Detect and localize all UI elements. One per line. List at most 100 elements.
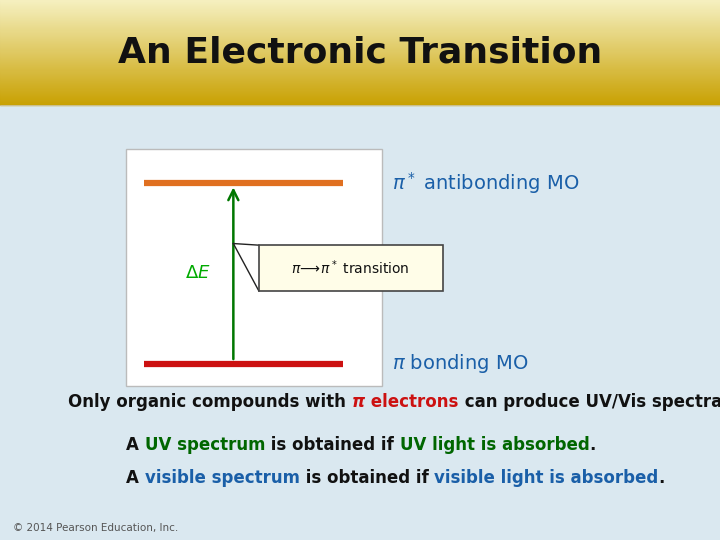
- Bar: [0, 18, 720, 20]
- Bar: [0, 16, 720, 18]
- Text: Only organic compounds with: Only organic compounds with: [68, 393, 352, 411]
- Bar: [0, 72, 720, 74]
- Bar: [0, 6, 720, 8]
- Bar: [0, 85, 720, 86]
- Bar: [0, 51, 720, 53]
- Bar: [0, 103, 720, 104]
- Bar: [0, 91, 720, 93]
- Bar: [0, 0, 720, 1]
- Bar: [0, 88, 720, 90]
- Bar: [126, 148, 382, 386]
- Bar: [0, 104, 720, 105]
- Bar: [0, 95, 720, 97]
- Bar: [0, 10, 720, 11]
- Bar: [0, 93, 720, 95]
- Bar: [0, 96, 720, 98]
- Bar: [0, 46, 720, 48]
- Bar: [0, 29, 720, 31]
- Bar: [0, 64, 720, 65]
- Bar: [0, 60, 720, 62]
- Bar: [0, 47, 720, 49]
- Bar: [0, 63, 720, 64]
- Bar: [0, 3, 720, 4]
- Bar: [0, 73, 720, 75]
- Text: electrons: electrons: [365, 393, 459, 411]
- Bar: [0, 13, 720, 15]
- Bar: [0, 53, 720, 55]
- Bar: [0, 5, 720, 6]
- Text: $\pi \!\longrightarrow\! \pi^*$ transition: $\pi \!\longrightarrow\! \pi^*$ transiti…: [292, 259, 410, 278]
- Bar: [0, 62, 720, 63]
- Bar: [0, 44, 720, 45]
- Bar: [0, 43, 720, 44]
- Bar: [0, 98, 720, 100]
- Bar: [0, 77, 720, 79]
- Text: UV light is absorbed: UV light is absorbed: [400, 436, 590, 455]
- Bar: [0, 12, 720, 14]
- Bar: [0, 9, 720, 11]
- Bar: [0, 105, 720, 540]
- Text: .: .: [658, 469, 665, 487]
- Bar: [0, 99, 720, 101]
- Bar: [0, 67, 720, 69]
- Bar: [0, 94, 720, 96]
- Bar: [0, 40, 720, 42]
- Bar: [0, 84, 720, 85]
- Bar: [0, 71, 720, 73]
- Bar: [0, 49, 720, 51]
- Bar: [0, 50, 720, 52]
- Text: visible light is absorbed: visible light is absorbed: [434, 469, 658, 487]
- Bar: [0, 82, 720, 83]
- Bar: [0, 4, 720, 5]
- Bar: [0, 14, 720, 16]
- Bar: [0, 7, 720, 9]
- Text: $\pi$ bonding MO: $\pi$ bonding MO: [392, 352, 528, 375]
- Bar: [0, 90, 720, 92]
- Bar: [0, 26, 720, 28]
- Bar: [0, 69, 720, 71]
- Bar: [0, 83, 720, 84]
- Bar: [0, 70, 720, 72]
- Bar: [0, 1, 720, 2]
- Text: $\pi^*$ antibonding MO: $\pi^*$ antibonding MO: [392, 170, 580, 196]
- Bar: [0, 15, 720, 17]
- Bar: [0, 33, 720, 35]
- Bar: [0, 86, 720, 87]
- Text: visible spectrum: visible spectrum: [145, 469, 300, 487]
- Text: © 2014 Pearson Education, Inc.: © 2014 Pearson Education, Inc.: [13, 523, 179, 533]
- Bar: [0, 79, 720, 81]
- Bar: [0, 25, 720, 26]
- Bar: [0, 55, 720, 57]
- Bar: [0, 32, 720, 33]
- Bar: [0, 36, 720, 38]
- Bar: [259, 245, 443, 291]
- Bar: [0, 38, 720, 40]
- Bar: [0, 59, 720, 61]
- Bar: [0, 8, 720, 10]
- Bar: [0, 2, 720, 3]
- Bar: [0, 52, 720, 53]
- Bar: [0, 11, 720, 12]
- Text: .: .: [590, 436, 595, 455]
- Text: π: π: [352, 393, 365, 411]
- Bar: [0, 42, 720, 43]
- Bar: [0, 28, 720, 30]
- Bar: [0, 74, 720, 76]
- Bar: [0, 75, 720, 77]
- Bar: [0, 39, 720, 41]
- Bar: [0, 35, 720, 37]
- Text: UV spectrum: UV spectrum: [145, 436, 265, 455]
- Text: An Electronic Transition: An Electronic Transition: [118, 36, 602, 70]
- Text: $\Delta E$: $\Delta E$: [185, 264, 210, 282]
- Bar: [0, 22, 720, 23]
- Bar: [0, 76, 720, 78]
- Bar: [0, 48, 720, 50]
- Bar: [0, 34, 720, 36]
- Bar: [0, 92, 720, 94]
- Bar: [0, 24, 720, 25]
- Bar: [0, 54, 720, 56]
- Text: A: A: [126, 436, 145, 455]
- Bar: [0, 80, 720, 82]
- Bar: [0, 102, 720, 103]
- Bar: [0, 17, 720, 19]
